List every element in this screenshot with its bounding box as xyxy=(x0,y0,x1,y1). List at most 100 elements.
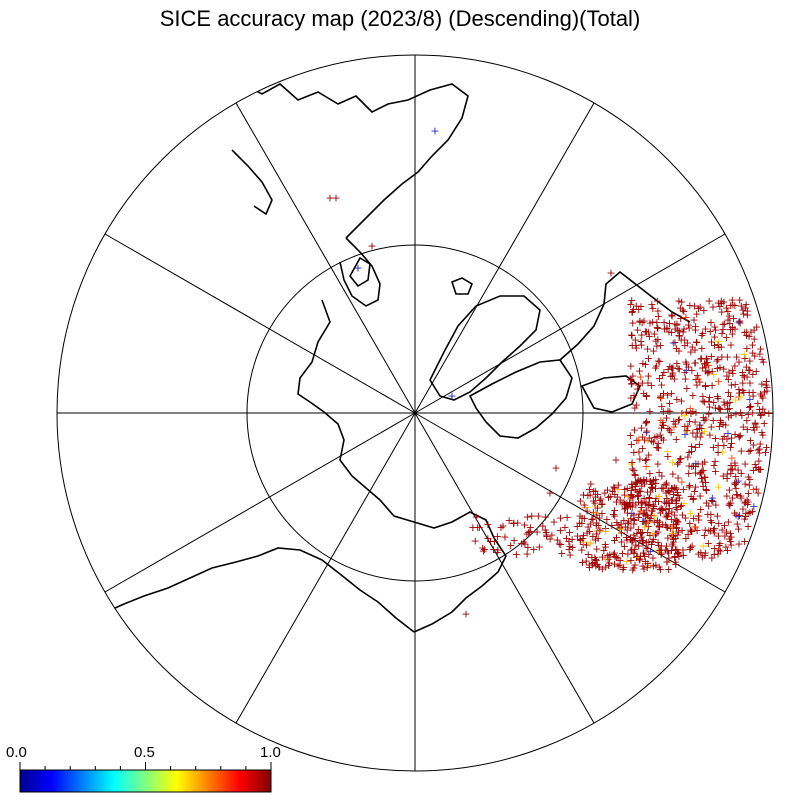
accuracy-marker: + xyxy=(601,522,610,535)
accuracy-marker: + xyxy=(592,527,601,540)
accuracy-marker: + xyxy=(523,511,532,524)
accuracy-marker: + xyxy=(632,476,641,489)
accuracy-marker: + xyxy=(588,513,597,526)
accuracy-marker: + xyxy=(692,336,701,349)
accuracy-marker: + xyxy=(613,519,622,532)
accuracy-marker: + xyxy=(675,329,684,342)
accuracy-marker: + xyxy=(652,441,661,454)
accuracy-marker: + xyxy=(468,521,477,534)
accuracy-marker: + xyxy=(629,303,638,316)
accuracy-marker: + xyxy=(699,304,708,317)
accuracy-marker: + xyxy=(641,541,650,554)
accuracy-marker: + xyxy=(738,366,747,379)
accuracy-marker: + xyxy=(672,357,681,370)
accuracy-marker: + xyxy=(665,405,674,418)
accuracy-marker: + xyxy=(677,394,686,407)
accuracy-marker: + xyxy=(756,409,765,422)
accuracy-marker: + xyxy=(639,507,648,520)
accuracy-marker: + xyxy=(619,561,628,574)
accuracy-marker: + xyxy=(740,497,749,510)
accuracy-marker: + xyxy=(651,559,660,572)
accuracy-marker: + xyxy=(669,518,678,531)
accuracy-marker: + xyxy=(620,540,629,553)
accuracy-marker: + xyxy=(640,521,649,534)
accuracy-marker: + xyxy=(636,527,645,540)
accuracy-marker: + xyxy=(663,450,672,463)
accuracy-marker: + xyxy=(613,491,622,504)
accuracy-marker: + xyxy=(647,435,656,448)
accuracy-marker: + xyxy=(664,546,673,559)
accuracy-marker: + xyxy=(655,372,664,385)
coastline-north-east-siberia xyxy=(239,81,469,239)
accuracy-marker: + xyxy=(764,407,773,420)
accuracy-marker: + xyxy=(643,511,652,524)
accuracy-marker: + xyxy=(629,528,638,541)
accuracy-marker: + xyxy=(705,391,714,404)
accuracy-marker: + xyxy=(598,497,607,510)
accuracy-marker: + xyxy=(687,364,696,377)
accuracy-marker: + xyxy=(701,361,710,374)
accuracy-marker: + xyxy=(667,506,676,519)
accuracy-marker: + xyxy=(633,551,642,564)
accuracy-marker: + xyxy=(621,502,630,515)
accuracy-marker: + xyxy=(700,395,709,408)
accuracy-marker: + xyxy=(710,339,719,352)
accuracy-marker: + xyxy=(651,482,660,495)
accuracy-marker: + xyxy=(600,487,609,500)
accuracy-marker: + xyxy=(740,348,749,361)
accuracy-marker: + xyxy=(690,521,699,534)
accuracy-marker: + xyxy=(714,375,723,388)
accuracy-marker: + xyxy=(737,467,746,480)
accuracy-marker: + xyxy=(708,495,717,508)
accuracy-marker: + xyxy=(652,360,661,373)
accuracy-marker: + xyxy=(656,563,665,576)
accuracy-marker: + xyxy=(673,472,682,485)
accuracy-marker: + xyxy=(702,353,711,366)
accuracy-marker: + xyxy=(659,434,668,447)
accuracy-marker: + xyxy=(565,540,574,553)
accuracy-marker: + xyxy=(626,531,635,544)
accuracy-marker: + xyxy=(657,469,666,482)
accuracy-marker: + xyxy=(663,555,672,568)
accuracy-marker: + xyxy=(711,499,720,512)
accuracy-marker: + xyxy=(661,544,670,557)
accuracy-marker: + xyxy=(632,342,641,355)
accuracy-marker: + xyxy=(562,532,571,545)
accuracy-marker: + xyxy=(746,400,755,413)
accuracy-marker: + xyxy=(573,520,582,533)
accuracy-marker: + xyxy=(697,427,706,440)
accuracy-marker: + xyxy=(627,294,636,307)
accuracy-marker: + xyxy=(656,389,665,402)
accuracy-marker: + xyxy=(609,508,618,521)
accuracy-marker: + xyxy=(739,386,748,399)
accuracy-marker: + xyxy=(661,486,670,499)
accuracy-marker: + xyxy=(703,508,712,521)
accuracy-marker: + xyxy=(660,323,669,336)
accuracy-marker: + xyxy=(532,526,541,539)
accuracy-marker: + xyxy=(674,329,683,342)
accuracy-marker: + xyxy=(734,430,743,443)
accuracy-marker: + xyxy=(725,499,734,512)
accuracy-marker: + xyxy=(629,546,638,559)
accuracy-marker: + xyxy=(509,534,518,547)
accuracy-marker: + xyxy=(748,505,757,518)
accuracy-marker: + xyxy=(592,554,601,567)
accuracy-marker: + xyxy=(638,442,647,455)
accuracy-marker: + xyxy=(591,490,600,503)
accuracy-marker: + xyxy=(527,510,536,523)
accuracy-marker: + xyxy=(633,490,642,503)
accuracy-marker: + xyxy=(593,558,602,571)
accuracy-marker: + xyxy=(653,333,662,346)
accuracy-marker: + xyxy=(691,521,700,534)
accuracy-marker: + xyxy=(696,466,705,479)
accuracy-marker: + xyxy=(714,539,723,552)
accuracy-marker: + xyxy=(591,534,600,547)
accuracy-marker: + xyxy=(577,512,586,525)
accuracy-marker: + xyxy=(703,367,712,380)
accuracy-marker: + xyxy=(730,360,739,373)
accuracy-marker: + xyxy=(542,530,551,543)
accuracy-marker: + xyxy=(564,543,573,556)
accuracy-marker: + xyxy=(676,301,685,314)
accuracy-marker: + xyxy=(577,517,586,530)
accuracy-marker: + xyxy=(668,482,677,495)
